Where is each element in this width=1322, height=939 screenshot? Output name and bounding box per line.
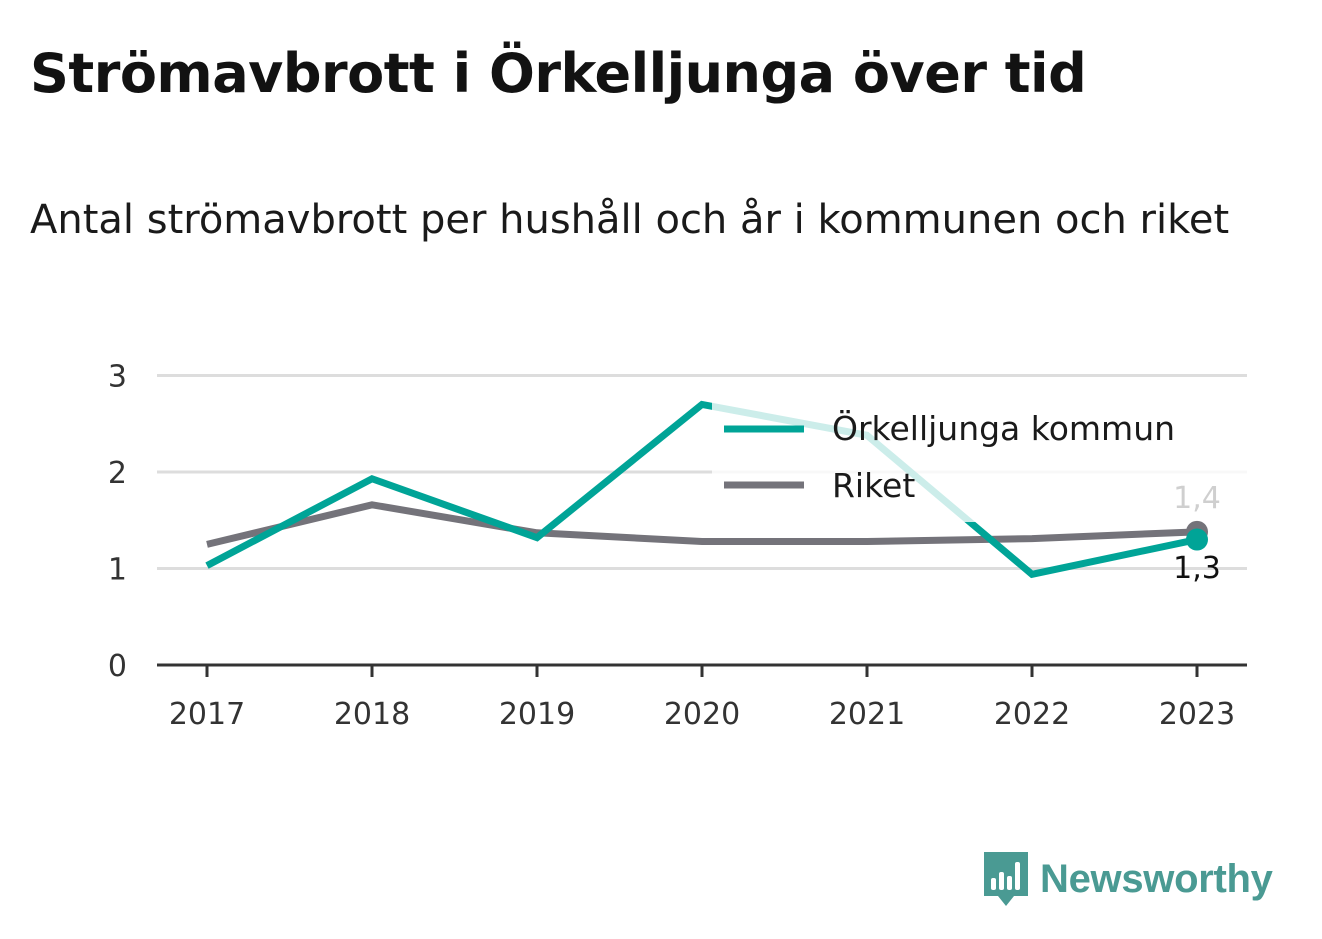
- y-tick-label: 2: [108, 456, 127, 491]
- chart-subtitle: Antal strömavbrott per hushåll och år i …: [30, 197, 1230, 243]
- y-tick-label: 1: [108, 553, 127, 588]
- x-tick-label: 2017: [169, 697, 245, 732]
- legend-background: [712, 396, 1252, 522]
- chart-title: Strömavbrott i Örkelljunga över tid: [30, 42, 1087, 105]
- y-axis-ticks: 0 1 2 3: [108, 360, 127, 685]
- x-tick-label: 2019: [499, 697, 575, 732]
- x-tick-label: 2020: [664, 697, 740, 732]
- legend: Örkelljunga kommun Riket: [712, 396, 1252, 522]
- end-point-orkelljunga: [1186, 528, 1208, 551]
- brand-name: Newsworthy: [1040, 856, 1273, 901]
- end-label-riket: 1,4: [1173, 481, 1221, 516]
- legend-label-riket: Riket: [832, 466, 915, 505]
- chart-bubble-icon: [984, 852, 1028, 906]
- brand-logo: Newsworthy: [982, 848, 1273, 910]
- series-line-riket: [206, 501, 1198, 548]
- legend-label-orkelljunga: Örkelljunga kommun: [832, 408, 1175, 448]
- x-axis-ticks: 2017 2018 2019 2020 2021 2022 2023: [169, 665, 1235, 732]
- x-tick-label: 2021: [829, 697, 905, 732]
- x-tick-label: 2023: [1159, 697, 1235, 732]
- x-tick-label: 2018: [334, 697, 410, 732]
- x-tick-label: 2022: [994, 697, 1070, 732]
- y-tick-label: 3: [108, 360, 127, 395]
- series-lines: [205, 400, 1198, 579]
- end-label-orkelljunga: 1,3: [1173, 551, 1221, 586]
- y-tick-label: 0: [108, 649, 127, 684]
- end-points: [1186, 520, 1208, 551]
- series-line-orkelljunga: [205, 400, 1198, 579]
